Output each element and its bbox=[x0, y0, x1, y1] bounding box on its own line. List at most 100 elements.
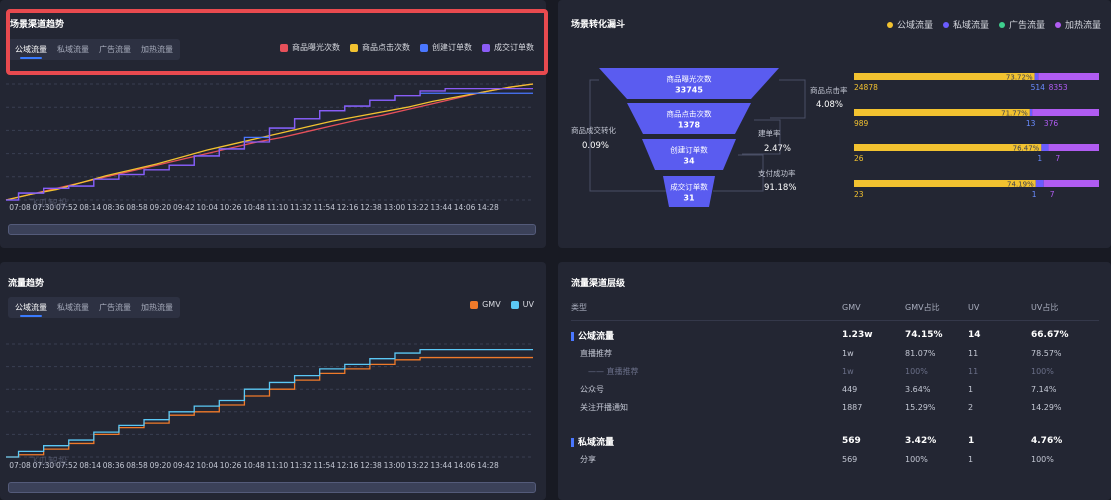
tab-heat[interactable]: 加热流量 bbox=[141, 45, 173, 54]
col-uv[interactable]: UV bbox=[968, 302, 980, 312]
x-tick-label: 08:36 bbox=[103, 203, 125, 212]
bar-public-value: 24878 bbox=[854, 83, 878, 92]
table-row[interactable]: 公众号 449 3.64% 1 7.14% bbox=[558, 380, 1111, 398]
col-gmv[interactable]: GMV bbox=[842, 302, 861, 312]
bar-heat-pct: 24.75% bbox=[1070, 74, 1097, 82]
x-tick-label: 08:58 bbox=[126, 203, 148, 212]
legend-swatch bbox=[280, 43, 288, 52]
col-uv-share[interactable]: UV占比 bbox=[1031, 302, 1059, 312]
tab-ads[interactable]: 广告流量 bbox=[99, 45, 131, 54]
bar-public-value: 23 bbox=[854, 190, 864, 199]
x-tick-label: 12:38 bbox=[360, 203, 382, 212]
table-cell: 公域流量 bbox=[571, 329, 614, 342]
cell-text: 关注开播通知 bbox=[580, 402, 628, 412]
funnel-stage-label: 商品曝光次数 bbox=[667, 74, 712, 84]
x-tick-label: 12:16 bbox=[337, 461, 359, 470]
table-row[interactable]: 直播推荐 1w 81.07% 11 78.57% bbox=[558, 344, 1111, 362]
legend-swatch bbox=[470, 300, 479, 309]
legend-item[interactable]: 商品曝光次数 bbox=[280, 42, 340, 53]
x-tick-label: 08:58 bbox=[126, 461, 148, 470]
legend-item[interactable]: 私域流量 bbox=[942, 18, 989, 31]
bar-heat-value: 8353 bbox=[1049, 83, 1068, 92]
table-cell: 11 bbox=[968, 349, 978, 358]
traffic-trend-title: 流量趋势 bbox=[8, 279, 45, 289]
funnel-panel: 场景转化漏斗 公域流量 私域流量 广告流量 加热流量 商品曝光次数 33745 商品… bbox=[558, 0, 1111, 248]
table-cell: 7.14% bbox=[1031, 385, 1056, 394]
funnel-overall-value: 0.09% bbox=[582, 141, 609, 151]
watermark: 飞瓜智投 bbox=[28, 197, 68, 210]
table-group-row[interactable]: 公域流量 1.23w 74.15% 14 66.67% bbox=[558, 326, 1111, 344]
legend-item[interactable]: UV bbox=[510, 300, 534, 309]
funnel-overall-label: 商品成交转化 bbox=[571, 125, 616, 135]
table-row[interactable]: —— 直播推荐 1w 100% 11 100% bbox=[558, 362, 1111, 380]
x-tick-label: 07:52 bbox=[56, 203, 78, 212]
legend-item[interactable]: 公域流量 bbox=[886, 18, 933, 31]
cell-text: 7.14% bbox=[1031, 384, 1057, 394]
cell-text: 公域流量 bbox=[578, 331, 615, 342]
x-tick-label: 08:14 bbox=[79, 461, 101, 470]
cell-text: 569 bbox=[842, 436, 861, 446]
series-line bbox=[6, 356, 533, 458]
series-line bbox=[6, 87, 533, 201]
tab-private[interactable]: 私域流量 bbox=[57, 303, 89, 312]
funnel-stage bbox=[642, 139, 736, 170]
table-cell: 74.15% bbox=[905, 330, 943, 340]
tab-ads[interactable]: 广告流量 bbox=[99, 303, 131, 312]
tab-public[interactable]: 公域流量 bbox=[10, 299, 52, 317]
cell-text: 1 bbox=[968, 384, 974, 394]
funnel-stage-value: 34 bbox=[683, 157, 695, 166]
table-cell: 私域流量 bbox=[571, 435, 614, 448]
table-cell: 2 bbox=[968, 403, 973, 412]
legend-dot bbox=[1054, 21, 1061, 28]
legend-item[interactable]: 广告流量 bbox=[998, 18, 1045, 31]
bar-heat-value: 7 bbox=[1055, 154, 1060, 163]
table-cell: 4.76% bbox=[1031, 436, 1062, 446]
x-tick-label: 08:36 bbox=[103, 461, 125, 470]
x-tick-label: 10:26 bbox=[220, 203, 242, 212]
col-gmv-share[interactable]: GMV占比 bbox=[905, 302, 940, 312]
cell-text: 66.67% bbox=[1031, 330, 1069, 340]
traffic-trend-zoom-slider[interactable] bbox=[8, 482, 536, 493]
legend-item[interactable]: 加热流量 bbox=[1054, 18, 1101, 31]
table-row[interactable]: 分享 569 100% 1 100% bbox=[558, 450, 1111, 468]
cell-text: 2 bbox=[968, 402, 974, 412]
scene-trend-chart: 07:08 07:30 07:52 08:14 08:36 08:58 09:20 09:42… bbox=[5, 83, 534, 212]
cell-text: 3.64% bbox=[905, 384, 931, 394]
legend-item[interactable]: 成交订单数 bbox=[482, 42, 534, 53]
table-cell: 直播推荐 bbox=[580, 348, 612, 359]
x-tick-label: 09:20 bbox=[150, 461, 172, 470]
cell-text: 11 bbox=[968, 348, 979, 358]
table-cell: 14.29% bbox=[1031, 403, 1062, 412]
table-cell: 1.23w bbox=[842, 330, 873, 340]
table-cell: 1887 bbox=[842, 403, 862, 412]
funnel-chart: 商品曝光次数 33745 商品点击次数 1378 创建订单数 34 成交订单数 31 商品点击率… bbox=[571, 68, 1099, 207]
funnel-stage bbox=[663, 176, 715, 207]
table-cell: 1 bbox=[968, 385, 973, 394]
legend-item[interactable]: GMV bbox=[470, 300, 501, 309]
tab-private[interactable]: 私域流量 bbox=[57, 45, 89, 54]
funnel-bar-segment bbox=[854, 144, 1042, 151]
legend-item[interactable]: 创建订单数 bbox=[420, 42, 472, 53]
tab-heat[interactable]: 加热流量 bbox=[141, 303, 173, 312]
x-tick-label: 10:48 bbox=[243, 461, 265, 470]
table-cell: 11 bbox=[968, 367, 978, 376]
bar-private-value: 514 bbox=[1031, 83, 1046, 92]
funnel-connector bbox=[770, 79, 806, 119]
legend-dot bbox=[942, 21, 949, 28]
table-group-row[interactable]: 私域流量 569 3.42% 1 4.76% bbox=[558, 432, 1111, 450]
table-cell: 569 bbox=[842, 436, 861, 446]
table-cell: 1w bbox=[842, 349, 854, 358]
cell-text: 11 bbox=[968, 366, 979, 376]
table-row[interactable]: 关注开播通知 1887 15.29% 2 14.29% bbox=[558, 398, 1111, 416]
cell-text: 1 bbox=[968, 454, 974, 464]
bar-heat-pct: 27.29% bbox=[1070, 110, 1097, 118]
bar-public-value: 989 bbox=[854, 119, 869, 128]
funnel-bar-segment bbox=[1034, 73, 1039, 80]
table-cell: 100% bbox=[1031, 367, 1054, 376]
x-tick-label: 08:14 bbox=[79, 203, 101, 212]
legend-item[interactable]: 商品点击次数 bbox=[350, 42, 410, 53]
x-tick-label: 14:28 bbox=[477, 203, 499, 212]
scene-trend-zoom-slider[interactable] bbox=[8, 224, 536, 235]
cell-text: 100% bbox=[905, 366, 928, 376]
tab-public[interactable]: 公域流量 bbox=[10, 41, 52, 59]
